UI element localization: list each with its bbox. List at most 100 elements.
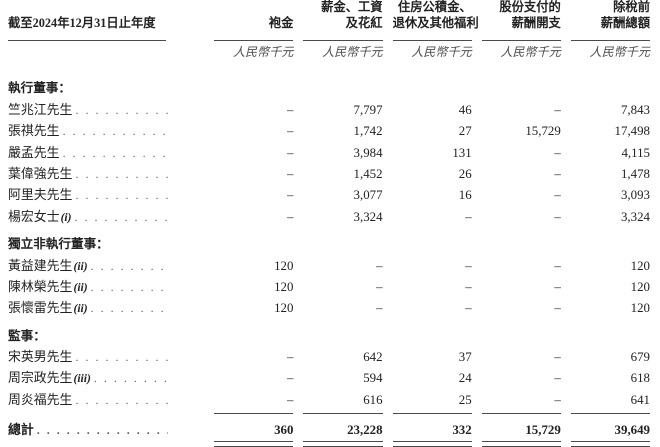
header-spacer-row bbox=[0, 60, 660, 69]
person-name-cell: 張懷雷先生(ii). . . . . . . . . . . . . . . .… bbox=[0, 295, 214, 316]
person-name: 周宗政先生 bbox=[8, 371, 73, 386]
dot-leader: . . . . . . . . . . . . . . . . . . . . … bbox=[62, 124, 169, 139]
header-units-row: 人民幣千元 人民幣千元 人民幣千元 人民幣千元 人民幣千元 bbox=[0, 41, 660, 60]
value-col2: – bbox=[376, 301, 383, 316]
rule-blank bbox=[0, 438, 214, 447]
double-rule-segment bbox=[570, 440, 650, 447]
table-row: 張懷雷先生(ii). . . . . . . . . . . . . . . .… bbox=[0, 295, 660, 316]
person-name-cell: 周炎福先生. . . . . . . . . . . . . . . . . .… bbox=[0, 386, 214, 407]
footnote-ref: (ii) bbox=[73, 259, 88, 273]
value-col3: 37 bbox=[458, 350, 472, 365]
section-heading-filler bbox=[214, 69, 660, 96]
rule-segment bbox=[570, 39, 650, 41]
value-col1: – bbox=[286, 188, 294, 203]
dot-leader: . . . . . . . . . . . . . . . . . . . . … bbox=[75, 102, 168, 117]
table-row: 陳林榮先生(ii). . . . . . . . . . . . . . . .… bbox=[0, 274, 660, 295]
dot-leader: . . . . . . . . . . . . . . . . . . . . … bbox=[75, 392, 168, 407]
value-col1: 120 bbox=[274, 258, 294, 273]
double-rule-segment bbox=[481, 440, 561, 447]
person-name-cell: 宋英男先生. . . . . . . . . . . . . . . . . .… bbox=[0, 344, 214, 365]
column-header-housing-retirement-line2: 退休及其他福利 bbox=[392, 15, 479, 30]
value-col1: – bbox=[286, 124, 294, 139]
header-rule-col3 bbox=[392, 34, 482, 41]
value-col4: – bbox=[554, 102, 561, 117]
value-col5: 120 bbox=[630, 279, 650, 294]
section-heading-filler bbox=[214, 225, 660, 252]
total-value-col5: 39,649 bbox=[614, 422, 650, 437]
value-col3: 27 bbox=[458, 124, 472, 139]
table-row: 黃益建先生(ii). . . . . . . . . . . . . . . .… bbox=[0, 252, 660, 273]
table-row: 張祺先生. . . . . . . . . . . . . . . . . . … bbox=[0, 118, 660, 139]
value-col2: 3,984 bbox=[353, 145, 383, 160]
value-col4: – bbox=[554, 166, 561, 181]
value-col1: – bbox=[286, 209, 294, 224]
rule-segment bbox=[392, 39, 472, 41]
header-rule-col5 bbox=[570, 34, 660, 41]
person-name-cell: 陳林榮先生(ii). . . . . . . . . . . . . . . .… bbox=[0, 274, 214, 295]
dot-leader: . . . . . . . . . . . . . . . . . . . . … bbox=[93, 371, 168, 386]
column-header-total-pretax-line2: 薪酬總額 bbox=[600, 15, 650, 30]
value-col2: 642 bbox=[363, 350, 383, 365]
section-heading: 獨立非執行董事： bbox=[8, 237, 109, 252]
column-header-salary-bonus-line1: 薪金、工資 bbox=[321, 0, 383, 14]
table-row: 宋英男先生. . . . . . . . . . . . . . . . . .… bbox=[0, 344, 660, 365]
value-col1: – bbox=[286, 392, 294, 407]
column-header-fees: 袍金 bbox=[214, 0, 303, 34]
total-top-rule-col2 bbox=[303, 408, 392, 414]
table-body: 執行董事：竺兆江先生. . . . . . . . . . . . . . . … bbox=[0, 69, 660, 447]
dot-leader: . . . . . . . . . . . . . . . . . . . . … bbox=[75, 166, 168, 181]
footnote-ref: (iii) bbox=[73, 372, 91, 386]
value-col4: – bbox=[554, 392, 561, 407]
value-col1: – bbox=[286, 145, 294, 160]
spacer-cell bbox=[0, 60, 660, 69]
column-header-housing-retirement-line1: 住房公積金、 bbox=[397, 0, 472, 14]
section-heading-row: 執行董事： bbox=[0, 69, 660, 96]
rule-segment bbox=[214, 39, 294, 41]
person-name-cell: 嚴孟先生. . . . . . . . . . . . . . . . . . … bbox=[0, 139, 214, 160]
person-name-cell: 黃益建先生(ii). . . . . . . . . . . . . . . .… bbox=[0, 252, 214, 273]
column-header-share-based-payment: 股份支付的 薪酬開支 bbox=[482, 0, 571, 34]
value-col5: 679 bbox=[630, 350, 650, 365]
unit-salary-bonus: 人民幣千元 bbox=[322, 45, 383, 59]
value-col3: – bbox=[465, 301, 472, 316]
value-col4: – bbox=[554, 350, 561, 365]
value-col1: – bbox=[286, 350, 294, 365]
column-header-housing-retirement: 住房公積金、 退休及其他福利 bbox=[393, 0, 482, 34]
person-name: 黃益建先生 bbox=[8, 258, 73, 273]
total-top-rule-row bbox=[0, 408, 660, 414]
unit-blank-cell bbox=[0, 41, 214, 60]
table-row: 嚴孟先生. . . . . . . . . . . . . . . . . . … bbox=[0, 139, 660, 160]
value-col5: 120 bbox=[630, 301, 650, 316]
person-name-cell: 葉偉強先生. . . . . . . . . . . . . . . . . .… bbox=[0, 161, 214, 182]
total-bottom-rule-row bbox=[0, 438, 660, 447]
value-col4: – bbox=[554, 279, 561, 294]
value-col5: 3,093 bbox=[620, 188, 650, 203]
value-col1: 120 bbox=[274, 279, 294, 294]
total-bottom-rule-col5 bbox=[570, 438, 660, 447]
header-rule-row bbox=[0, 34, 660, 41]
dot-leader: . . . . . . . . . . . . . . . . . . . . … bbox=[90, 258, 169, 273]
value-col2: 7,797 bbox=[353, 102, 383, 117]
value-col1: 120 bbox=[274, 301, 294, 316]
person-name-cell: 阿里夫先生. . . . . . . . . . . . . . . . . .… bbox=[0, 182, 214, 203]
value-col1: – bbox=[286, 102, 294, 117]
value-col2: 616 bbox=[363, 392, 383, 407]
table-row: 楊宏女士(i). . . . . . . . . . . . . . . . .… bbox=[0, 203, 660, 224]
value-col3: 131 bbox=[452, 145, 472, 160]
value-col4: – bbox=[554, 371, 561, 386]
person-name: 宋英男先生 bbox=[8, 350, 73, 365]
person-name: 竺兆江先生 bbox=[8, 102, 73, 117]
period-label: 截至2024年12月31日止年度 bbox=[8, 16, 156, 30]
value-col3: – bbox=[465, 209, 472, 224]
total-value-col2: 23,228 bbox=[347, 422, 383, 437]
rule-segment bbox=[303, 39, 383, 41]
double-rule-segment bbox=[392, 440, 472, 447]
person-name: 楊宏女士 bbox=[8, 209, 60, 224]
footnote-ref: (ii) bbox=[73, 280, 88, 294]
person-name-cell: 楊宏女士(i). . . . . . . . . . . . . . . . .… bbox=[0, 203, 214, 224]
value-col5: 4,115 bbox=[621, 145, 650, 160]
person-name-cell: 張祺先生. . . . . . . . . . . . . . . . . . … bbox=[0, 118, 214, 139]
value-col3: 46 bbox=[458, 102, 472, 117]
value-col2: – bbox=[376, 279, 383, 294]
